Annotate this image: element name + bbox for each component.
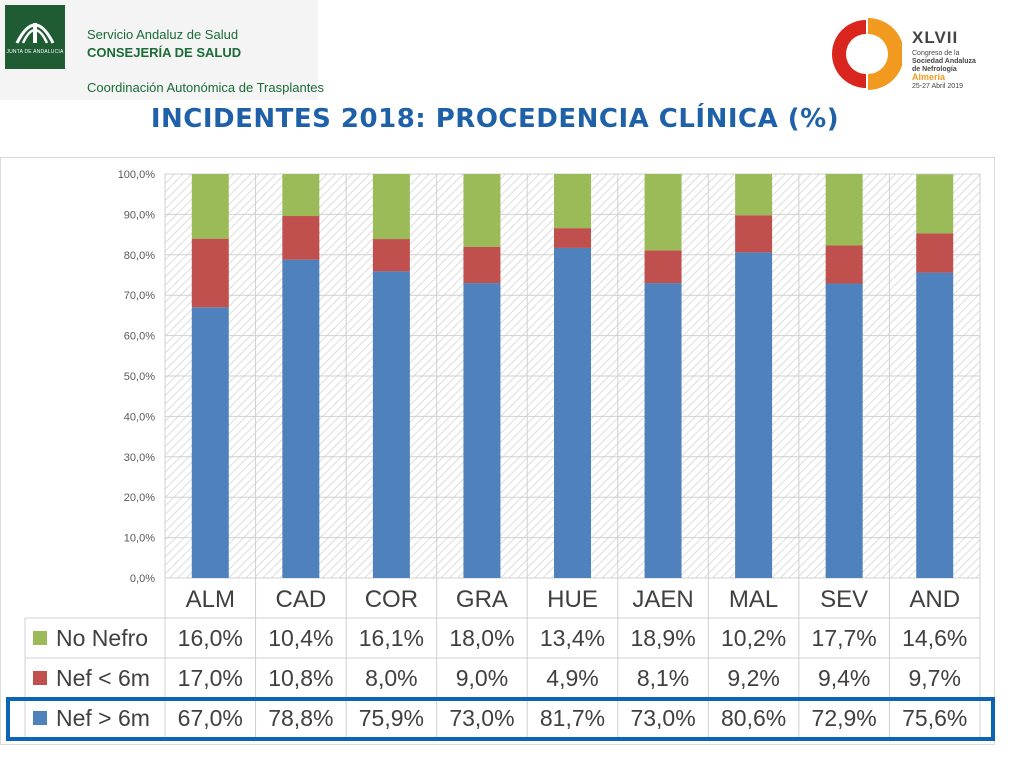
page-title: INCIDENTES 2018: PROCEDENCIA CLÍNICA (%) [150, 104, 840, 134]
congress-roman-text: XLVII [912, 28, 959, 47]
data-label: 9,2% [727, 665, 779, 691]
y-tick-label: 100,0% [118, 169, 156, 181]
x-tick-label: HUE [547, 586, 598, 613]
x-tick-label: AND [909, 586, 960, 613]
y-tick-label: 30,0% [124, 452, 155, 464]
bar-alm-nef-6m [191, 307, 229, 578]
bar-mal-no-nefro [735, 174, 773, 216]
bar-cad-nef-6m [282, 259, 320, 578]
data-label: 8,0% [365, 665, 417, 691]
data-label: 81,7% [540, 705, 605, 731]
y-tick-label: 0,0% [130, 573, 155, 585]
y-tick-label: 80,0% [124, 250, 155, 262]
bar-gra-nef-6m [463, 246, 501, 284]
bar-sev-nef-6m [825, 283, 863, 578]
org-line-2: CONSEJERÍA DE SALUD [87, 45, 242, 60]
bar-cad-nef-6m [282, 216, 320, 260]
x-tick-label: MAL [729, 586, 778, 613]
x-tick-label: GRA [456, 586, 508, 613]
bar-gra-no-nefro [463, 174, 501, 247]
congress-line-3: de Nefrología [912, 66, 957, 73]
data-label: 67,0% [178, 705, 243, 731]
legend-label: Nef < 6m [56, 665, 150, 691]
y-tick-label: 40,0% [124, 411, 155, 423]
data-label: 8,1% [637, 665, 689, 691]
legend-label: No Nefro [56, 625, 148, 651]
congress-roman-numeral: XLVII [912, 28, 958, 48]
x-tick-label: SEV [820, 586, 868, 613]
data-label: 9,0% [456, 665, 508, 691]
data-label: 72,9% [812, 705, 877, 731]
bar-cad-no-nefro [282, 174, 320, 217]
bar-gra-nef-6m [463, 283, 501, 578]
data-label: 14,6% [902, 625, 967, 651]
legend-swatch [33, 711, 47, 725]
bar-hue-nef-6m [554, 228, 591, 248]
junta-andalucia-logo: JUNTA DE ANDALUCIA [5, 5, 65, 69]
data-label: 17,7% [812, 625, 877, 651]
legend-label: Nef > 6m [56, 705, 150, 731]
chart-frame [0, 157, 995, 745]
bar-alm-nef-6m [191, 238, 229, 308]
data-label: 78,8% [268, 705, 333, 731]
congress-line-2: Sociedad Andaluza [912, 58, 976, 65]
data-label: 4,9% [546, 665, 598, 691]
data-label: 73,0% [630, 705, 695, 731]
bar-sev-no-nefro [825, 174, 863, 246]
bar-and-nef-6m [916, 272, 954, 578]
congress-logo-icon [832, 18, 902, 90]
y-tick-label: 70,0% [124, 290, 155, 302]
data-label: 16,1% [359, 625, 424, 651]
y-tick-label: 60,0% [124, 331, 155, 343]
x-tick-label: CAD [275, 586, 326, 613]
data-label: 10,2% [721, 625, 786, 651]
bar-hue-no-nefro [554, 174, 591, 229]
data-label: 17,0% [178, 665, 243, 691]
congress-city: Almería [912, 72, 946, 82]
data-label: 73,0% [449, 705, 514, 731]
bar-cor-nef-6m [372, 271, 410, 578]
data-label: 18,9% [630, 625, 695, 651]
data-label: 9,4% [818, 665, 870, 691]
bar-alm-no-nefro [191, 174, 229, 239]
y-tick-label: 90,0% [124, 209, 155, 221]
data-label: 10,8% [268, 665, 333, 691]
legend-swatch [33, 671, 47, 685]
congress-dates: 25-27 Abril 2019 [912, 83, 963, 90]
data-label: 75,6% [902, 705, 967, 731]
bar-jaen-no-nefro [644, 174, 682, 251]
data-label: 80,6% [721, 705, 786, 731]
legend-swatch [33, 631, 47, 645]
org-line-3: Coordinación Autonómica de Trasplantes [87, 80, 325, 95]
bar-cor-no-nefro [372, 174, 410, 240]
junta-label: JUNTA DE ANDALUCIA [6, 49, 64, 55]
y-tick-label: 50,0% [124, 371, 155, 383]
data-label: 13,4% [540, 625, 605, 651]
data-label: 75,9% [359, 705, 424, 731]
congress-line-1: Congreso de la [912, 50, 960, 57]
y-tick-label: 20,0% [124, 492, 155, 504]
data-label: 16,0% [178, 625, 243, 651]
bar-jaen-nef-6m [644, 283, 682, 578]
bar-mal-nef-6m [735, 215, 773, 253]
x-tick-label: JAEN [632, 586, 693, 613]
x-tick-label: COR [365, 586, 418, 613]
y-tick-label: 10,0% [124, 533, 155, 545]
bar-sev-nef-6m [825, 245, 863, 284]
data-label: 9,7% [909, 665, 961, 691]
bar-and-no-nefro [916, 174, 954, 234]
data-label: 10,4% [268, 625, 333, 651]
data-label: 18,0% [449, 625, 514, 651]
bar-hue-nef-6m [554, 247, 591, 578]
bar-and-nef-6m [916, 233, 954, 273]
bar-cor-nef-6m [372, 239, 410, 272]
bar-mal-nef-6m [735, 252, 773, 578]
x-tick-label: ALM [186, 586, 235, 613]
junta-arch-icon [15, 23, 55, 44]
bar-jaen-nef-6m [644, 250, 682, 284]
org-line-1: Servicio Andaluz de Salud [87, 27, 239, 42]
